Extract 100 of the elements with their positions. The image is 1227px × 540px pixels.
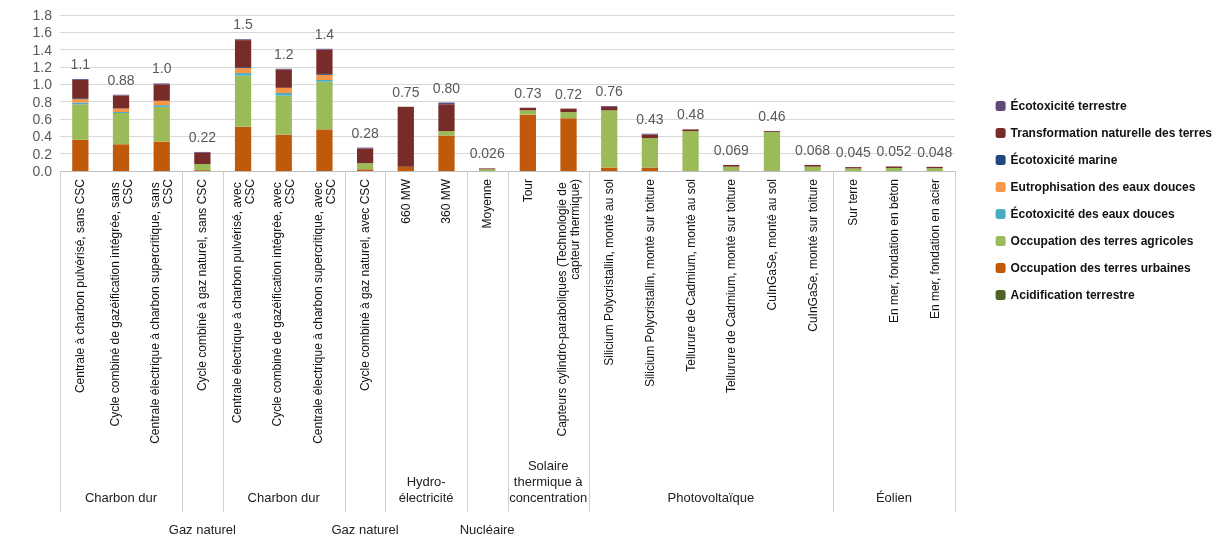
y-tick-label: 0.8 [32,93,53,110]
text: Photovoltaïque [666,490,756,506]
bar [275,134,292,171]
x-tick-label: 660 MW [398,178,413,224]
x-tick-label: Cycle combiné de gazéification intégrée, sans CSC [107,178,135,427]
legend-label: Occupation des terres urbaines [1010,261,1191,275]
bar [397,106,414,167]
bar [72,80,89,99]
bar [275,95,292,135]
x-tick-label: Centrale à charbon pulvérisé, sans CSC [73,178,88,394]
y-tick-label: 1.0 [32,76,53,93]
legend-label: Écotoxicité terrestre [1010,98,1127,113]
total-label: 0.72 [554,85,583,102]
text: Solaire thermique à concentration [508,458,589,506]
bar [723,166,740,171]
bar [560,112,577,119]
bar [356,163,374,170]
bar [194,152,211,165]
x-tick-label: Silicium Polycristallin, monté sur toiture [642,178,657,388]
bar [601,110,618,168]
legend-label: Écotoxicité marine [1010,152,1118,167]
x-tick-label: CuInGaSe, monté au sol [764,179,779,311]
bar [438,131,455,136]
total-label: 0.045 [835,144,872,161]
total-label: 0.48 [676,106,705,123]
bar [72,104,89,140]
bar [153,84,170,101]
total-label: 0.43 [636,110,664,127]
bar [316,129,333,171]
y-tick-label: 0.4 [32,128,53,145]
y-tick-label: 0.2 [32,145,53,162]
x-tick-label: Moyenne [480,178,495,229]
bar [356,148,374,164]
bar [234,75,252,127]
total-label: 0.22 [188,128,217,145]
y-tick-label: 1.4 [32,41,53,58]
total-label: 0.026 [469,145,505,162]
x-tick-label: En mer, fondation en acier [927,179,942,320]
x-tick-label: Capteurs cylindro-paraboliques (Technologie de capteur thermique) [555,179,583,437]
total-label: 0.75 [392,83,420,100]
text: Nucléaire [458,522,516,538]
total-label: 0.069 [713,141,749,158]
bar [397,166,414,171]
x-tick-label: Cycle combiné à gaz naturel, sans CSC [195,178,210,392]
bar [438,104,455,132]
bar [153,100,170,106]
bar [641,138,659,168]
x-tick-label: CuInGaSe, monté sur toiture [805,178,820,332]
legend-label: Écotoxicité des eaux douces [1010,206,1175,221]
text: Éolien [874,490,914,506]
total-label: 0.28 [351,124,379,141]
x-tick-label: Sur terre [846,178,861,226]
text: Hydro-électricité [397,474,455,506]
y-tick-label: 1.2 [32,59,53,75]
bar [194,164,211,171]
total-label: 0.052 [876,143,912,160]
x-tick-label: Centrale électrique à charbon supercritique, avec CSC [310,178,338,444]
total-label: 0.048 [917,143,953,160]
bar [682,131,699,171]
x-tick-label: Tellurure de Cadmium, monté sur toiture [724,178,739,394]
y-tick-label: 0.6 [32,111,53,127]
x-tick-label: Tour [520,179,535,203]
total-label: 0.88 [107,71,135,88]
legend-label: Occupation des terres agricoles [1010,234,1194,248]
bar [112,108,130,113]
bar [153,141,170,171]
x-tick-label: Silicium Polycristallin, monté au sol [602,179,617,366]
bar [560,108,577,113]
bar [234,73,252,76]
bar [601,106,618,111]
total-label: 1.1 [70,56,91,73]
bar [763,132,781,171]
legend-label: Eutrophisation des eaux douces [1010,180,1196,194]
x-tick-label: En mer, fondation en béton [886,179,901,324]
x-tick-label: Cycle combiné de gazéification intégrée, avec CSC [270,178,298,427]
total-label: 0.73 [514,84,542,101]
bar [275,69,292,88]
bar [316,49,333,74]
y-tick-label: 0.0 [32,163,53,179]
legend-label: Acidification terrestre [1010,288,1135,302]
bar [72,139,89,171]
total-label: 1.0 [151,60,172,77]
y-tick-label: 1.8 [32,7,53,23]
text: Charbon dur [83,490,159,506]
total-label: 0.76 [595,83,624,99]
bar [234,40,252,67]
bar [316,81,333,130]
bar [112,95,130,109]
total-label: 1.2 [274,45,294,62]
x-tick-label: Centrale électrique à charbon supercritique, sans CSC [148,178,176,444]
total-label: 0.068 [795,141,831,158]
bar [275,93,292,96]
x-tick-label: 360 MW [439,178,454,224]
x-tick-label: Cycle combiné à gaz naturel, avec CSC [358,178,373,392]
bar [234,67,252,74]
text: Gaz naturel [167,522,237,538]
bar [519,114,536,171]
total-label: 0.80 [432,79,461,96]
bar [234,126,252,171]
total-label: 1.5 [233,16,254,33]
